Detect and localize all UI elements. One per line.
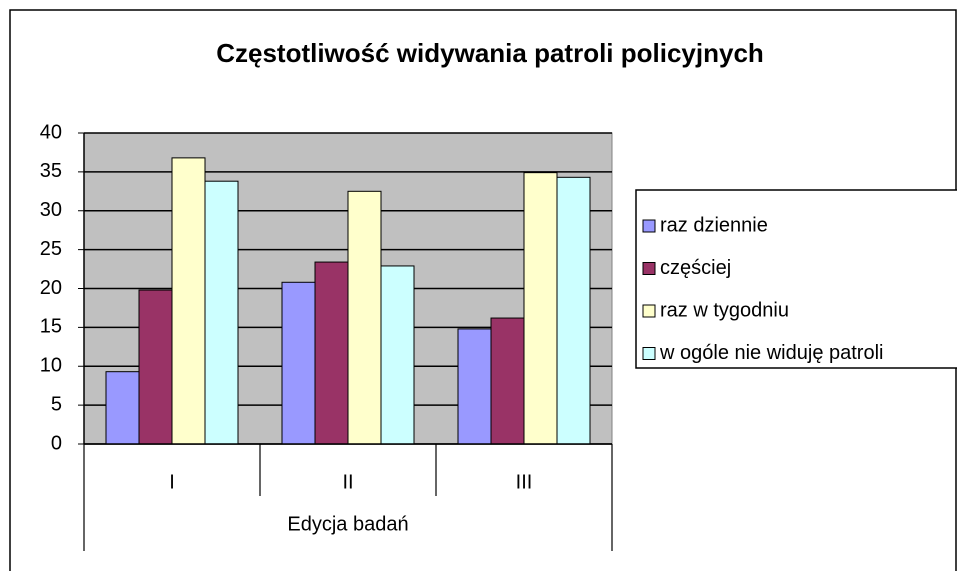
bar <box>490 317 525 445</box>
bar <box>281 281 316 445</box>
bar <box>347 190 382 445</box>
y-tick-label: 35 <box>40 160 62 182</box>
y-tick-label: 0 <box>51 432 62 454</box>
y-tick-label: 10 <box>40 355 62 377</box>
legend-swatch <box>642 262 656 275</box>
bar <box>138 289 173 445</box>
bar <box>314 261 349 445</box>
x-tick-label: I <box>169 471 175 493</box>
bar <box>171 157 206 445</box>
legend-label: w ogóle nie widuję patroli <box>659 342 883 364</box>
legend-label: raz w tygodniu <box>660 299 789 321</box>
bar <box>523 172 558 445</box>
x-axis-label: Edycja badań <box>287 513 408 535</box>
bar <box>380 265 415 445</box>
y-tick-label: 5 <box>51 393 62 415</box>
bar <box>556 176 591 445</box>
bar <box>457 328 492 445</box>
legend-swatch <box>642 347 656 360</box>
legend-swatch <box>642 219 656 233</box>
x-tick-label: III <box>516 471 533 493</box>
bar <box>204 180 239 445</box>
legend-label: raz dziennie <box>660 214 768 236</box>
y-tick-label: 20 <box>40 277 62 299</box>
y-tick-label: 40 <box>40 121 62 143</box>
x-tick-label: II <box>342 471 353 493</box>
legend-label: częściej <box>660 257 731 279</box>
legend-box <box>635 189 957 369</box>
chart-title: Częstotliwość widywania patroli policyjn… <box>216 38 764 68</box>
legend-swatch <box>642 304 656 318</box>
y-tick-label: 15 <box>40 316 62 338</box>
y-tick-label: 25 <box>40 238 62 260</box>
bar <box>105 371 140 445</box>
y-tick-label: 30 <box>40 199 62 221</box>
